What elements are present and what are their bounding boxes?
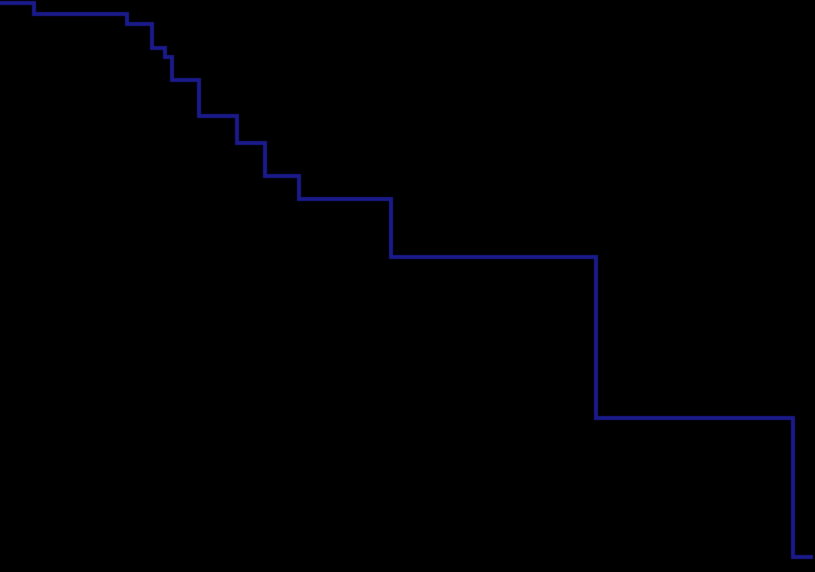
step-line-chart (0, 0, 815, 572)
